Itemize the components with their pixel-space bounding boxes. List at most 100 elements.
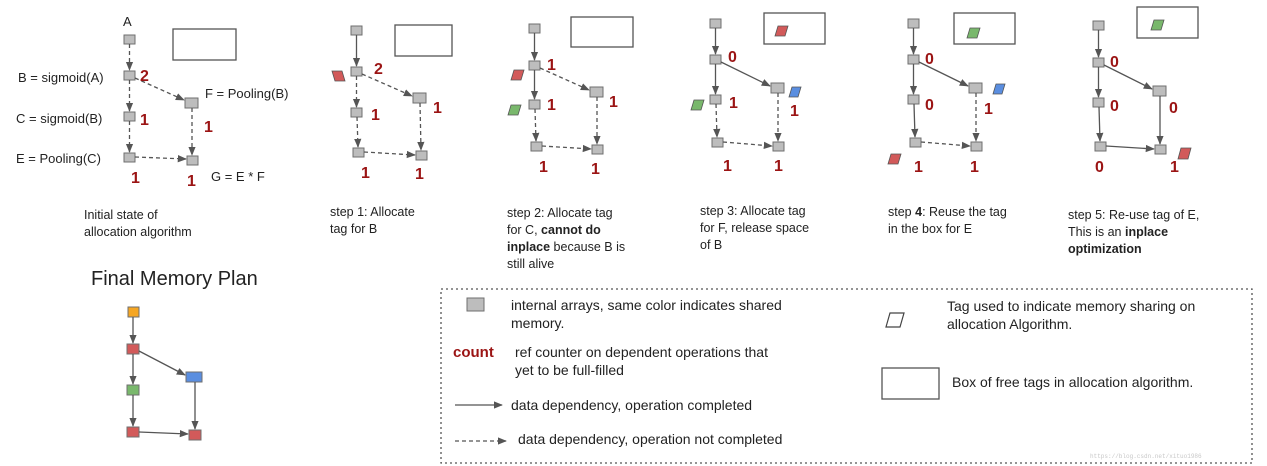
caption-line-4: still alive (507, 257, 554, 271)
watermark: https://blog.csdn.net/xituo1986 (1090, 453, 1202, 460)
node-g (970, 141, 983, 152)
caption-line-2: allocation algorithm (84, 225, 192, 239)
node-a (709, 18, 722, 29)
node-f (1152, 85, 1167, 97)
node-b (528, 60, 541, 71)
tag-red-icon (774, 25, 789, 37)
free-tag-box (1136, 6, 1199, 39)
node-b (350, 66, 363, 77)
node-g (1154, 144, 1167, 155)
step1-panel: 2 1 1 1 1 step 1: Allocate tag for B (330, 24, 453, 236)
edge-e-g (722, 141, 773, 149)
initial-state-panel: A B = sigmoid(A) C = sigmoid(B) E = Pool… (16, 14, 288, 239)
count-g: 1 (187, 173, 196, 190)
tag-blue-icon (992, 83, 1006, 95)
free-tag-box (570, 16, 634, 48)
edge-c-e (354, 116, 362, 148)
node-a (127, 306, 140, 318)
caption-line-3: optimization (1068, 242, 1142, 256)
legend-count-line-1: ref counter on dependent operations that (515, 344, 768, 360)
count-e: 1 (723, 158, 732, 175)
edge-e-g (134, 155, 187, 163)
count-c: 1 (729, 95, 738, 112)
free-tag-box (953, 12, 1016, 45)
tag-blue-icon (788, 86, 802, 98)
tag-outline-icon (885, 312, 905, 328)
node-f (412, 92, 427, 104)
edge-e-g (920, 141, 971, 149)
legend: internal arrays, same color indicates sh… (440, 288, 1253, 464)
node-a (350, 25, 363, 36)
caption-line-2: tag for B (330, 222, 377, 236)
edge-b-f (134, 77, 185, 101)
edge-e-g (541, 144, 592, 153)
node-c (350, 107, 363, 118)
node-g (188, 429, 202, 441)
edge-b-f (720, 61, 771, 87)
node-b (1092, 57, 1105, 68)
free-tag-box-icon (881, 367, 940, 400)
count-b: 1 (547, 57, 556, 74)
tag-red-icon (510, 69, 525, 81)
tag-green-icon (1150, 19, 1165, 31)
node-f (185, 371, 203, 383)
node-b (709, 54, 722, 65)
count-b: 2 (140, 68, 149, 85)
count-g: 1 (970, 159, 979, 176)
node-b-label: B = sigmoid(A) (18, 70, 104, 85)
legend-tag-line-1: Tag used to indicate memory sharing on (947, 298, 1195, 314)
node-c (907, 94, 920, 105)
node-f (184, 97, 199, 109)
count-e: 1 (914, 159, 923, 176)
count-f: 1 (984, 101, 993, 118)
count-f: 1 (204, 119, 213, 136)
caption-line-3: of B (700, 238, 722, 252)
node-c (126, 384, 140, 396)
legend-count-line-2: yet to be full-filled (515, 362, 624, 378)
array-node-icon (466, 297, 485, 312)
legend-frame (440, 288, 1253, 464)
free-tag-box (172, 28, 237, 61)
node-f (770, 82, 785, 94)
node-e (1094, 141, 1107, 152)
legend-count-word: count (453, 344, 494, 361)
edge-f-g (417, 102, 425, 151)
edge-e-g (138, 430, 189, 438)
node-g (415, 150, 428, 161)
step3-panel: 0 1 1 1 1 step 3: Allocate tag for F, re… (690, 12, 826, 252)
edge-c-e (1096, 106, 1104, 142)
node-e (352, 147, 365, 158)
count-e: 0 (1095, 159, 1104, 176)
legend-arrays-line-2: memory. (511, 315, 564, 331)
node-b (123, 70, 136, 81)
legend-solid-desc: data dependency, operation completed (511, 397, 752, 413)
tag-red-icon (887, 153, 902, 165)
legend-dashed-desc: data dependency, operation not completed (518, 431, 782, 447)
node-b (907, 54, 920, 65)
count-b: 2 (374, 61, 383, 78)
edge-c-e (532, 108, 540, 142)
legend-arrays-line-1: internal arrays, same color indicates sh… (511, 297, 782, 313)
count-b: 0 (925, 51, 934, 68)
count-e: 1 (539, 159, 548, 176)
count-f: 0 (1169, 100, 1178, 117)
legend-box-desc: Box of free tags in allocation algorithm… (952, 374, 1193, 390)
final-plan-title: Final Memory Plan (91, 268, 258, 290)
caption-line-1: step 5: Re-use tag of E, (1068, 208, 1199, 222)
tag-green-icon (507, 104, 522, 116)
node-e (530, 141, 543, 152)
node-e (123, 152, 136, 163)
node-f (589, 86, 604, 98)
caption-line-1: Initial state of (84, 208, 158, 222)
count-c: 0 (925, 97, 934, 114)
node-g (772, 141, 785, 152)
caption-line-2: for C, cannot do (507, 223, 601, 237)
final-plan-panel: Final Memory Plan (91, 268, 258, 441)
count-c: 0 (1110, 98, 1119, 115)
count-b: 0 (728, 49, 737, 66)
node-g-label: G = E * F (211, 169, 265, 184)
node-a (123, 34, 136, 45)
caption-line-1: step 2: Allocate tag (507, 206, 613, 220)
node-c (528, 99, 541, 110)
